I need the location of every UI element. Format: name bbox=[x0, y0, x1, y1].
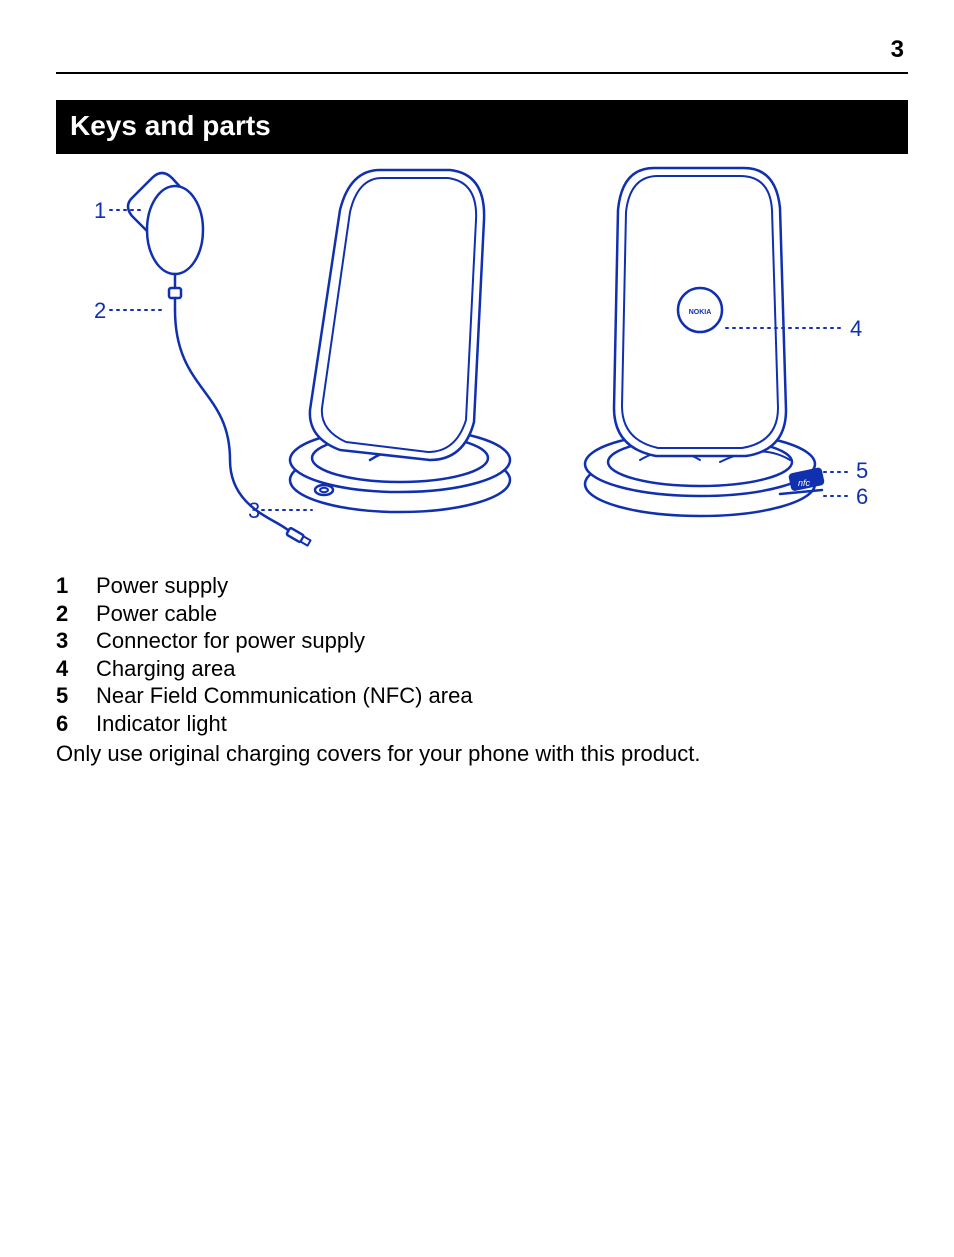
list-item: 4 Charging area bbox=[56, 655, 904, 683]
parts-label: Power cable bbox=[96, 600, 217, 628]
list-item: 5 Near Field Communication (NFC) area bbox=[56, 682, 904, 710]
section-header: Keys and parts bbox=[56, 100, 908, 154]
page-number: 3 bbox=[891, 36, 904, 64]
callout-3: 3 bbox=[248, 498, 260, 523]
parts-number: 6 bbox=[56, 710, 96, 738]
callout-6: 6 bbox=[856, 484, 868, 509]
list-item: 2 Power cable bbox=[56, 600, 904, 628]
callout-4: 4 bbox=[850, 316, 862, 341]
parts-list: 1 Power supply 2 Power cable 3 Connector… bbox=[56, 572, 904, 737]
diagram-svg: NOKIA nfc 1 2 3 4 5 6 bbox=[80, 160, 870, 560]
parts-number: 4 bbox=[56, 655, 96, 683]
parts-number: 2 bbox=[56, 600, 96, 628]
usage-note: Only use original charging covers for yo… bbox=[56, 740, 904, 769]
list-item: 6 Indicator light bbox=[56, 710, 904, 738]
callout-2: 2 bbox=[94, 298, 106, 323]
parts-label: Near Field Communication (NFC) area bbox=[96, 682, 473, 710]
parts-diagram: NOKIA nfc 1 2 3 4 5 6 bbox=[80, 160, 870, 560]
parts-number: 5 bbox=[56, 682, 96, 710]
list-item: 3 Connector for power supply bbox=[56, 627, 904, 655]
brand-text: NOKIA bbox=[689, 309, 712, 316]
parts-label: Connector for power supply bbox=[96, 627, 365, 655]
parts-label: Charging area bbox=[96, 655, 235, 683]
header-rule bbox=[56, 72, 908, 74]
manual-page: 3 Keys and parts bbox=[0, 0, 954, 1257]
callout-5: 5 bbox=[856, 458, 868, 483]
callout-1: 1 bbox=[94, 198, 106, 223]
list-item: 1 Power supply bbox=[56, 572, 904, 600]
parts-label: Power supply bbox=[96, 572, 228, 600]
parts-number: 3 bbox=[56, 627, 96, 655]
parts-number: 1 bbox=[56, 572, 96, 600]
parts-label: Indicator light bbox=[96, 710, 227, 738]
nfc-tag-text: nfc bbox=[798, 478, 811, 488]
